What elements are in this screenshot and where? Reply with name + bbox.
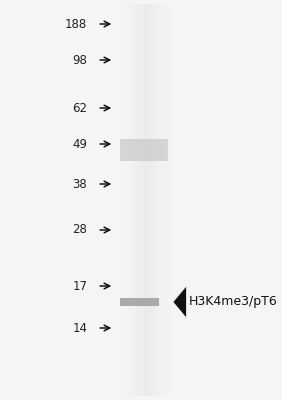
Text: 14: 14 [72, 322, 87, 334]
Text: 98: 98 [72, 54, 87, 66]
Bar [144, 4, 149, 396]
Bar [120, 298, 159, 306]
Bar [139, 4, 144, 396]
Bar [120, 139, 168, 161]
Text: 49: 49 [72, 138, 87, 150]
Bar [159, 4, 164, 396]
Bar [154, 4, 159, 396]
Polygon shape [173, 287, 186, 317]
Text: 188: 188 [65, 18, 87, 30]
Bar [129, 4, 134, 396]
Bar [124, 4, 129, 396]
Text: 62: 62 [72, 102, 87, 114]
Text: H3K4me3/pT6: H3K4me3/pT6 [188, 296, 277, 308]
Text: 28: 28 [72, 224, 87, 236]
Text: 38: 38 [73, 178, 87, 190]
Bar [164, 4, 169, 396]
Bar [134, 4, 139, 396]
Bar [118, 4, 169, 396]
Text: 17: 17 [72, 280, 87, 292]
Bar [149, 4, 154, 396]
Bar [118, 4, 124, 396]
